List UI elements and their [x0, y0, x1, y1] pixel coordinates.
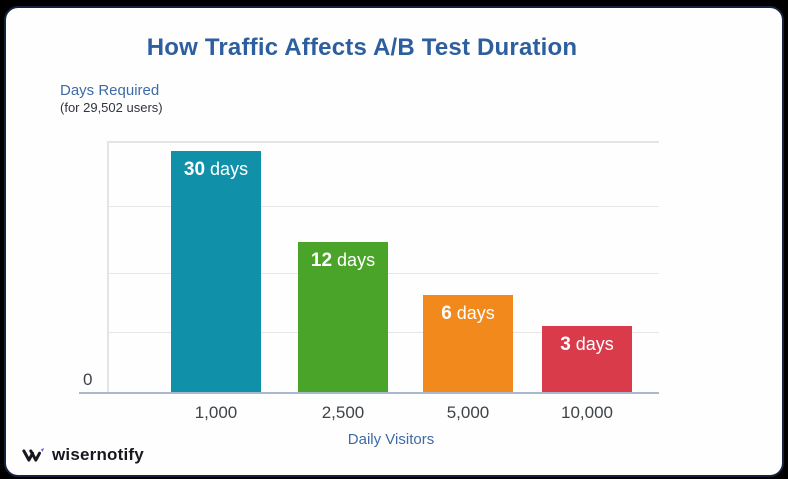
bar-value-label: 12 days	[298, 242, 388, 272]
y-axis-zero-label: 0	[83, 370, 93, 389]
plot-area: 0 30 days 12 days 6 days 3 days 1,000 2,500 …	[79, 141, 659, 422]
bar-value-number: 3	[560, 334, 571, 355]
bar-value-unit: days	[210, 159, 249, 179]
x-tick-label: 10,000	[561, 403, 613, 422]
bar-value-unit: days	[337, 250, 376, 270]
y-axis-sublabel: (for 29,502 users)	[60, 100, 163, 115]
chart-title: How Traffic Affects A/B Test Duration	[146, 34, 578, 61]
bar-1000-visitors: 30 days	[171, 151, 261, 393]
y-axis-label: Days Required	[60, 82, 160, 99]
brand-logo: wisernotify	[22, 445, 144, 465]
bar-value-unit: days	[575, 334, 614, 354]
bar-value-number: 30	[183, 159, 206, 180]
chart-card: How Traffic Affects A/B Test Duration Da…	[4, 6, 784, 477]
bar-value-label: 30 days	[171, 151, 261, 181]
x-tick-label: 1,000	[194, 403, 238, 422]
x-axis-line	[79, 392, 659, 394]
bar-value-label: 6 days	[423, 295, 513, 325]
x-tick-label: 5,000	[446, 403, 490, 422]
brand-logo-text: wisernotify	[52, 445, 144, 464]
bar-value-number: 12	[310, 250, 333, 271]
bar-value-unit: days	[456, 303, 495, 323]
bar-value-label: 3 days	[542, 326, 632, 356]
bar-5000-visitors: 6 days	[423, 295, 513, 393]
bar-2500-visitors: 12 days	[298, 242, 388, 393]
wisernotify-logo-icon	[22, 447, 46, 464]
bar-10000-visitors: 3 days	[542, 326, 632, 393]
x-tick-label: 2,500	[321, 403, 365, 422]
x-axis-label: Daily Visitors	[347, 431, 435, 448]
y-axis-title: Days Required (for 29,502 users)	[60, 82, 163, 116]
gridline	[109, 206, 659, 207]
bar-value-number: 6	[441, 303, 452, 324]
